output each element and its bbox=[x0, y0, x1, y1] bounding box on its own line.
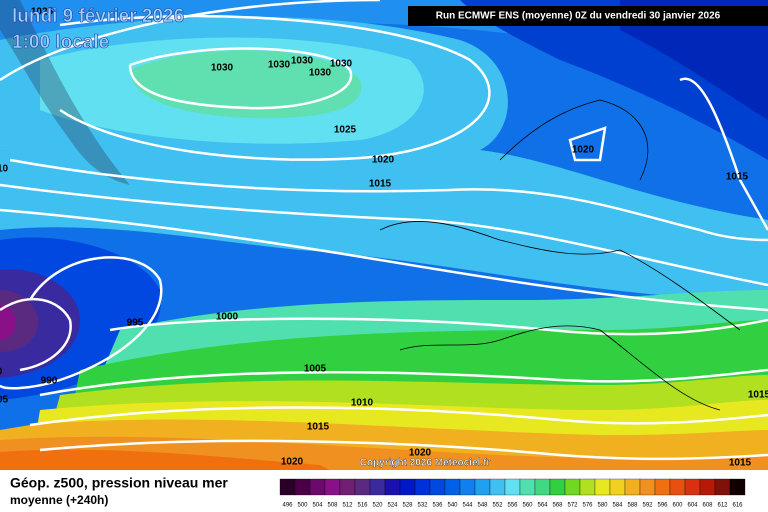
legend-label: 496 bbox=[282, 503, 293, 509]
legend-swatch bbox=[354, 478, 371, 496]
run-info: Run ECMWF ENS (moyenne) 0Z du vendredi 3… bbox=[436, 11, 721, 22]
legend-swatch bbox=[444, 478, 461, 496]
isobar-label: 1010 bbox=[351, 398, 374, 409]
legend-label: 524 bbox=[387, 503, 398, 509]
legend-swatch bbox=[639, 478, 656, 496]
isobar-label: 1025 bbox=[334, 125, 357, 136]
isobar-label: 1030 bbox=[211, 63, 234, 74]
legend-label: 516 bbox=[357, 503, 368, 509]
legend-swatch bbox=[309, 478, 326, 496]
legend-label: 512 bbox=[342, 503, 353, 509]
isobar-label: 1030 bbox=[268, 60, 291, 71]
legend-swatch bbox=[654, 478, 671, 496]
isobar-label: 1015 bbox=[307, 422, 330, 433]
legend-label: 532 bbox=[417, 503, 428, 509]
isobar-label: 1015 bbox=[729, 458, 752, 469]
isobar-label: 990 bbox=[0, 367, 3, 378]
isobar-label: 1005 bbox=[0, 395, 9, 406]
legend-label: 528 bbox=[402, 503, 413, 509]
legend-label: 500 bbox=[297, 503, 308, 509]
legend-label: 564 bbox=[537, 503, 548, 509]
isobar-label: 1015 bbox=[748, 390, 768, 401]
legend-swatch bbox=[414, 478, 431, 496]
footer-title: Géop. z500, pression niveau mer bbox=[10, 475, 228, 491]
legend-swatch bbox=[624, 478, 641, 496]
legend-label: 592 bbox=[642, 503, 653, 509]
legend-label: 552 bbox=[492, 503, 503, 509]
isobar-label: 1020 bbox=[409, 448, 432, 459]
legend-swatch bbox=[294, 478, 311, 496]
legend-swatch bbox=[279, 478, 296, 496]
legend-label: 556 bbox=[507, 503, 518, 509]
color-legend: 496 500 504 508 512 516 520 524 528 532 536 540 544 5… bbox=[279, 478, 746, 509]
forecast-date: lundi 9 février 2026 bbox=[12, 6, 184, 27]
run-box bbox=[408, 6, 768, 26]
legend-label: 588 bbox=[627, 503, 638, 509]
isobar-label: 1020 bbox=[281, 457, 304, 468]
legend-swatch bbox=[489, 478, 506, 496]
legend-label: 548 bbox=[477, 503, 488, 509]
legend-label: 580 bbox=[597, 503, 608, 509]
legend-label: 572 bbox=[567, 503, 578, 509]
legend-swatch bbox=[729, 478, 746, 496]
legend-label: 504 bbox=[312, 503, 323, 509]
legend-swatch bbox=[609, 478, 626, 496]
isobar-label: 995 bbox=[127, 318, 144, 329]
legend-label: 520 bbox=[372, 503, 383, 509]
isobar-label: 1030 bbox=[291, 56, 314, 67]
legend-swatch bbox=[534, 478, 551, 496]
legend-swatch bbox=[384, 478, 401, 496]
legend-label: 608 bbox=[702, 503, 713, 509]
legend-label: 540 bbox=[447, 503, 458, 509]
legend-label: 568 bbox=[552, 503, 563, 509]
legend-swatch bbox=[594, 478, 611, 496]
legend-label: 584 bbox=[612, 503, 623, 509]
legend-swatch bbox=[399, 478, 416, 496]
map-background bbox=[0, 0, 768, 470]
isobar-label: 1010 bbox=[0, 164, 9, 175]
footer-subtitle: moyenne (+240h) bbox=[10, 493, 108, 507]
isobar-label: 1015 bbox=[726, 172, 749, 183]
isobar-label: 1030 bbox=[330, 59, 353, 70]
legend-label: 576 bbox=[582, 503, 593, 509]
legend-label: 536 bbox=[432, 503, 443, 509]
legend-label: 596 bbox=[657, 503, 668, 509]
legend-label: 612 bbox=[717, 503, 728, 509]
isobar-label: 1000 bbox=[216, 312, 239, 323]
copyright: Copyright 2026 Meteociel.fr bbox=[360, 458, 491, 469]
legend-swatch bbox=[519, 478, 536, 496]
legend-swatch bbox=[429, 478, 446, 496]
legend-label: 604 bbox=[687, 503, 698, 509]
isobar-label: 1020 bbox=[572, 145, 595, 156]
legend-swatch bbox=[324, 478, 341, 496]
isobar-label: 1025 bbox=[31, 7, 54, 18]
isobar-label: 990 bbox=[41, 376, 58, 387]
legend-swatch bbox=[474, 478, 491, 496]
isobar-label: 1015 bbox=[369, 179, 392, 190]
legend-label: 544 bbox=[462, 503, 473, 509]
isobar-label: 1005 bbox=[304, 364, 327, 375]
legend-swatch bbox=[714, 478, 731, 496]
isobar-label: 1020 bbox=[372, 155, 395, 166]
forecast-time: 1:00 locale bbox=[12, 32, 109, 53]
legend-swatch bbox=[669, 478, 686, 496]
legend-swatch bbox=[504, 478, 521, 496]
legend-swatch bbox=[459, 478, 476, 496]
legend-swatch bbox=[579, 478, 596, 496]
legend-label: 616 bbox=[732, 503, 743, 509]
legend-swatch bbox=[699, 478, 716, 496]
isobar-label: 1030 bbox=[309, 68, 332, 79]
legend-label: 508 bbox=[327, 503, 338, 509]
legend-swatch bbox=[564, 478, 581, 496]
legend-swatch bbox=[339, 478, 356, 496]
coastlines bbox=[379, 99, 741, 411]
legend-swatch bbox=[684, 478, 701, 496]
isobars bbox=[0, 0, 768, 461]
legend-swatch bbox=[549, 478, 566, 496]
legend-label: 600 bbox=[672, 503, 683, 509]
legend-label: 560 bbox=[522, 503, 533, 509]
legend-swatch bbox=[369, 478, 386, 496]
